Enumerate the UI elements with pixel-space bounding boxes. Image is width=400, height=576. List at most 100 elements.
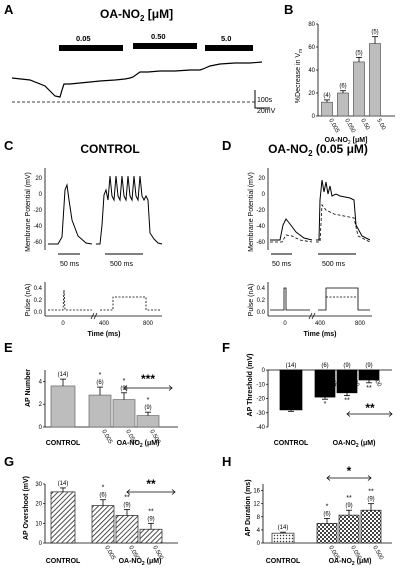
- y-tick-label: 30: [35, 482, 42, 488]
- d-xtick: 0: [283, 321, 287, 327]
- dose-bar-1: [59, 45, 123, 51]
- c-pulse-ylabel: Pulse (nA): [25, 284, 32, 317]
- panel-f-ylabel: AP Threshold (mV): [247, 354, 254, 417]
- panel-g: G AP Overshoot (mV) CONTROL OA-NO2 (μM) …: [4, 454, 178, 567]
- y-tick-label: -40: [256, 425, 265, 431]
- sig-star: **: [368, 489, 374, 496]
- n-label: (6): [99, 493, 106, 499]
- y-tick-label: 4: [257, 528, 261, 534]
- membrane-trace: [11, 61, 263, 98]
- d-trace-drug-long: [316, 179, 371, 241]
- data-bar: [360, 509, 382, 544]
- c-axis-break: [93, 312, 98, 320]
- y-tick-label: 0: [312, 114, 316, 120]
- panel-b-xlabel: OA-NO2 [μM]: [325, 137, 368, 146]
- c-ytick: -60: [33, 240, 42, 246]
- dose-label-2: 0.50: [151, 32, 166, 41]
- data-bar: [112, 399, 136, 428]
- c-pulse-short: [48, 289, 92, 311]
- sig-arrow-left: [326, 475, 331, 481]
- data-bar: [369, 43, 381, 117]
- c-xtick: 0: [61, 321, 65, 327]
- panel-c-title: CONTROL: [80, 142, 139, 156]
- d-ytick: -40: [256, 224, 265, 230]
- category-label: 0.500: [371, 545, 384, 562]
- panel-d: D OA-NO2 (0.05 μM) Membrane Potential (m…: [222, 138, 372, 338]
- chart-h: 0481216(14)(6)*0.005(9)**0.050(9)**0.500…: [253, 464, 392, 562]
- sig-star: *: [102, 485, 105, 492]
- d-trace-drug-short: [270, 218, 313, 241]
- d-ytick: -20: [256, 208, 265, 214]
- panel-letter-c: C: [4, 138, 14, 153]
- data-bar: [316, 522, 338, 544]
- sig-arrow-left: [126, 489, 131, 495]
- sig-arrow-left: [346, 411, 351, 417]
- panel-f-control-label: CONTROL: [274, 440, 309, 447]
- y-tick-label: 12: [253, 502, 260, 508]
- data-bar: [353, 61, 365, 117]
- d-pulse-ylabel: Pulse (nA): [248, 284, 255, 317]
- panel-e-control-label: CONTROL: [46, 440, 81, 447]
- c-ap-trace-long: [96, 175, 163, 245]
- category-label: 0.005: [100, 429, 113, 446]
- data-bar: [338, 514, 360, 544]
- sig-star: **: [344, 398, 350, 405]
- sig-arrow-right: [171, 489, 176, 495]
- scale-time-label: 100s: [257, 97, 273, 104]
- d-xtick: 800: [355, 321, 366, 327]
- y-tick-label: 60: [308, 45, 315, 51]
- data-bar: [321, 101, 333, 117]
- d-trace-control-long: [316, 203, 371, 243]
- n-label: (9): [147, 516, 154, 522]
- c-pulse-ytick: 0.0: [34, 310, 43, 316]
- panel-g-xlabel: OA-NO2 (μM): [119, 558, 162, 567]
- control-bar: [50, 491, 76, 544]
- d-axis-break: [311, 312, 316, 320]
- panel-d-title: OA-NO2 (0.05 μM): [268, 142, 368, 158]
- y-tick-label: 0: [257, 541, 261, 547]
- d-top-ylabel: Membrane Potential (mV): [248, 172, 255, 252]
- data-bar: [91, 505, 115, 544]
- control-bar: [279, 369, 303, 411]
- n-label: (9): [120, 386, 127, 392]
- n-label: (4): [323, 93, 330, 99]
- panel-h-control-label: CONTROL: [266, 558, 301, 565]
- y-tick-label: 8: [257, 515, 261, 521]
- y-tick-label: 2: [39, 402, 43, 408]
- sig-label: ***: [141, 372, 155, 386]
- sig-label: *: [347, 464, 352, 478]
- panel-c: C CONTROL Membrane Potential (mV) 20 0 -…: [4, 138, 163, 338]
- n-label: (14): [58, 372, 69, 378]
- sig-arrow-right: [388, 411, 393, 417]
- d-axis-break: [308, 312, 313, 320]
- y-tick-label: 80: [308, 22, 315, 28]
- panel-h-ylabel: AP Duration (ms): [245, 479, 252, 536]
- c-pulse-yticks: 0.4 0.2 0.0: [34, 286, 43, 316]
- category-label: 0.50: [359, 118, 370, 132]
- n-label: (5): [355, 50, 362, 56]
- d-pulse-yticks: 0.4 0.2 0.0: [257, 286, 266, 316]
- category-label: 0.005: [327, 118, 340, 135]
- panel-e-xlabel: OA-NO2 (μM): [117, 440, 160, 449]
- dose-label-1: 0.05: [76, 34, 91, 43]
- panel-h: H AP Duration (ms) CONTROL OA-NO2 (μM) 0…: [222, 454, 392, 567]
- y-tick-label: -30: [256, 411, 265, 417]
- n-label: (9): [144, 405, 151, 411]
- sig-arrow-right: [367, 475, 372, 481]
- d-pulse-xlabel: Time (ms): [304, 331, 337, 338]
- y-tick-label: 20: [35, 502, 42, 508]
- data-bar: [88, 394, 112, 428]
- y-tick-label: 4: [39, 379, 43, 385]
- panel-a-title: OA-NO2 [μM]: [100, 7, 173, 23]
- n-label: (9): [365, 363, 372, 369]
- c-axis-break: [90, 312, 95, 320]
- c-top-ylabel: Membrane Potential (mV): [25, 172, 32, 252]
- n-label: (14): [286, 363, 297, 369]
- n-label: (6): [96, 380, 103, 386]
- chart-f: 0-10-20-30-40(14) (6)*0.005(9)**0.050(9)*…: [256, 363, 393, 431]
- dose-bar-3: [205, 45, 253, 51]
- y-tick-label: 20: [308, 91, 315, 97]
- panel-g-control-label: CONTROL: [46, 558, 81, 565]
- panel-letter-g: G: [4, 454, 14, 469]
- d-top-yticks: 20 0 -20 -40 -60: [256, 176, 265, 246]
